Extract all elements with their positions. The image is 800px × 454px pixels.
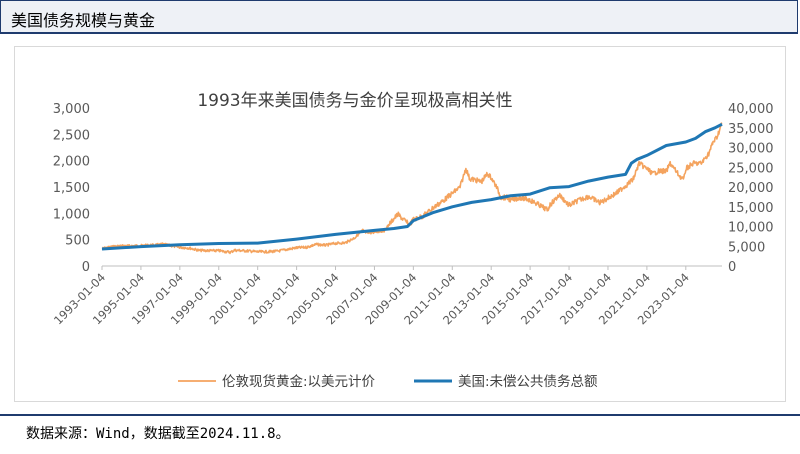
y-right-tick-label: 20,000: [728, 181, 774, 196]
gold-price-line: [101, 122, 723, 255]
y-left-tick-label: 2,000: [53, 155, 90, 170]
legend-gold-label: 伦敦现货黄金:以美元计价: [222, 373, 376, 390]
y-right-tick-label: 30,000: [728, 142, 774, 157]
section-title: 美国债务规模与黄金: [11, 11, 156, 30]
y-right-tick-label: 0: [728, 260, 736, 275]
y-right-tick-label: 40,000: [728, 102, 774, 117]
y-left-tick-label: 2,500: [53, 128, 90, 143]
y-right-tick-label: 10,000: [728, 221, 774, 236]
chart-title: 1993年来美国债务与金价呈现极高相关性: [197, 91, 512, 111]
us-debt-line: [101, 122, 723, 251]
y-right-tick-label: 35,000: [728, 122, 774, 137]
y-left-tick-label: 1,000: [53, 207, 90, 222]
y-left-tick-label: 500: [65, 234, 90, 249]
y-left-tick-label: 3,000: [53, 102, 90, 117]
y-left-tick-label: 1,500: [53, 181, 90, 196]
footer-divider: [0, 414, 800, 416]
y-left-tick-label: 0: [82, 260, 90, 275]
y-right-tick-label: 25,000: [728, 161, 774, 176]
y-right-tick-label: 5,000: [728, 240, 765, 255]
source-note: 数据来源：Wind，数据截至2024.11.8。: [26, 426, 290, 442]
y-right-tick-label: 15,000: [728, 201, 774, 216]
legend-debt-label: 美国:未偿公共债务总额: [458, 374, 598, 390]
chart-frame: [14, 46, 786, 402]
report-header: 美国债务规模与黄金: [0, 0, 798, 34]
